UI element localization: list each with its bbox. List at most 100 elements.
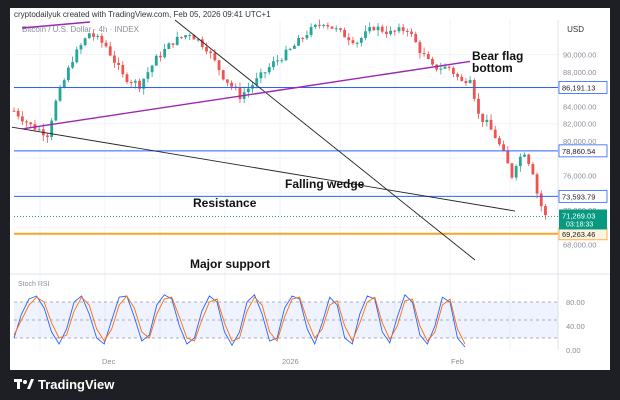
candle-body <box>288 48 292 50</box>
brand-name: TradingView <box>38 377 115 392</box>
candle-body <box>318 24 321 26</box>
y-tick-label: 90,000.00 <box>563 51 596 60</box>
candle-body <box>531 164 535 175</box>
annotation-bear-flag: Bear flag <box>472 49 523 63</box>
candle-body <box>196 39 200 41</box>
candle-body <box>12 110 16 112</box>
price-chart[interactable]: 90,000.00 88,000.00 84,000.00 82,000.00 80,0… <box>10 8 610 370</box>
price-level-label: 78,860.54 <box>562 147 595 156</box>
candle-body <box>133 80 137 83</box>
candle-body <box>322 24 326 26</box>
candle-body <box>83 38 87 46</box>
candle-body <box>184 35 187 38</box>
wedge-lower-line[interactable] <box>11 126 516 212</box>
candle-body <box>393 30 397 32</box>
candle-body <box>493 129 497 139</box>
candle-body <box>385 31 388 35</box>
indicator-label: Stoch RSI <box>18 281 50 288</box>
candle-body <box>485 119 489 122</box>
candle-body <box>267 67 271 73</box>
candle-body <box>334 28 338 30</box>
candle-body <box>498 138 501 145</box>
y-tick-label: 80,000.00 <box>563 137 596 146</box>
candle-body <box>544 206 547 216</box>
candle-body <box>355 42 359 44</box>
candle-body <box>108 46 112 56</box>
candle-body <box>301 38 305 40</box>
candle-body <box>67 67 70 81</box>
chart-frame: cryptodailyuk created with TradingView.c… <box>10 8 610 370</box>
candle-body <box>50 120 54 138</box>
candle-body <box>171 43 175 45</box>
y-tick-label: 68,000.00 <box>563 241 596 250</box>
candle-body <box>238 87 242 100</box>
candle-body <box>418 42 422 54</box>
stoch-line-k <box>13 293 466 348</box>
candle-body <box>46 135 49 138</box>
candle-body <box>179 36 183 38</box>
annotation-falling-wedge: Falling wedge <box>285 177 365 191</box>
candle-body <box>397 27 401 32</box>
candle-body <box>514 166 518 178</box>
candle-body <box>129 82 133 84</box>
candle-body <box>150 65 154 73</box>
candle-body <box>37 129 41 131</box>
candle-body <box>401 27 405 32</box>
candle-body <box>372 27 376 31</box>
current-price-tag <box>559 209 607 230</box>
candle-body <box>518 156 522 167</box>
currency-label: USD <box>567 25 584 34</box>
candle-body <box>167 43 171 50</box>
candle-body <box>71 62 74 68</box>
candle-body <box>460 76 464 81</box>
candle-body <box>213 52 217 61</box>
price-level-tag <box>558 189 608 203</box>
candle-body <box>58 87 62 101</box>
candle-body <box>20 116 24 122</box>
candle-body <box>221 70 225 80</box>
annotation-resistance: Resistance <box>193 196 257 210</box>
candle-body <box>125 74 129 83</box>
candle-body <box>276 60 280 62</box>
candle-body <box>246 88 250 93</box>
y-tick-label: 82,000.00 <box>563 120 596 129</box>
candle-body <box>443 66 447 69</box>
candle-body <box>297 38 300 46</box>
candle-body <box>343 29 346 38</box>
candle-body <box>205 47 208 52</box>
candle-body <box>25 121 28 123</box>
candle-body <box>142 78 146 89</box>
candle-body <box>527 154 531 165</box>
wedge-upper-line[interactable] <box>174 19 476 261</box>
price-level-tag <box>558 81 608 94</box>
candle-body <box>468 80 472 84</box>
candle-body <box>54 100 58 121</box>
candle-body <box>100 35 104 43</box>
countdown-label: 03:18:33 <box>566 221 593 228</box>
candle-body <box>426 54 430 59</box>
candle-body <box>422 53 426 55</box>
candle-body <box>506 150 510 164</box>
annotation-major-support: Major support <box>190 257 270 271</box>
candle-body <box>477 98 480 114</box>
candle-body <box>447 66 451 68</box>
candle-body <box>280 60 284 62</box>
candle-body <box>96 35 100 37</box>
brand[interactable]: TradingView <box>14 377 114 392</box>
candle-body <box>439 68 443 70</box>
candle-body <box>62 80 66 88</box>
x-tick-label: Feb <box>451 357 464 366</box>
x-tick-label: 2026 <box>282 357 299 366</box>
candle-body <box>159 55 162 58</box>
bear-flag-upper-line[interactable] <box>21 21 91 29</box>
annotation-bear-flag-line2: bottom <box>472 61 513 75</box>
candle-body <box>259 72 263 79</box>
price-level-tag <box>558 144 608 158</box>
y-tick-label: 88,000.00 <box>563 68 596 77</box>
candle-body <box>29 122 33 125</box>
bear-flag-line[interactable] <box>21 60 471 130</box>
tradingview-logo-icon <box>14 378 34 389</box>
candle-body <box>163 49 167 58</box>
candle-body <box>481 113 485 122</box>
candle-body <box>451 67 455 74</box>
